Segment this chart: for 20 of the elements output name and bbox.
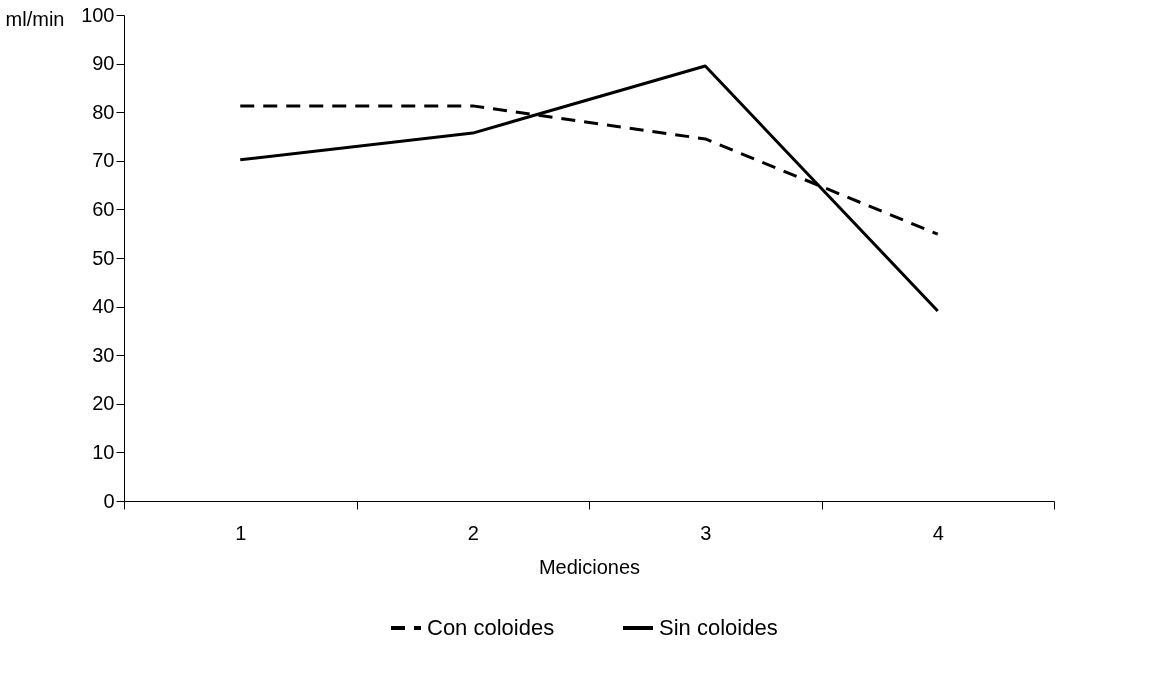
y-tick-label: 50 <box>92 246 115 269</box>
y-tick-label: 30 <box>92 343 115 366</box>
legend-label: Sin coloides <box>659 615 778 640</box>
y-tick-label: 40 <box>92 295 115 318</box>
x-tick-label: 3 <box>700 521 712 544</box>
x-axis-title: Mediciones <box>538 555 641 578</box>
line-series <box>238 64 940 313</box>
y-tick-label: 0 <box>103 489 115 512</box>
y-axis-title: ml/min <box>5 7 65 30</box>
y-tick-label: 20 <box>92 392 115 415</box>
y-tick-label: 80 <box>92 100 115 123</box>
y-tick-label: 60 <box>92 197 115 220</box>
x-tick-label: 1 <box>235 521 247 544</box>
y-tick-label: 100 <box>81 3 115 26</box>
y-tick-label: 90 <box>92 52 115 75</box>
y-tick-label: 70 <box>92 149 115 172</box>
x-tick-label: 2 <box>467 521 479 544</box>
x-tick-label: 4 <box>932 521 944 544</box>
legend-label: Con coloides <box>427 615 555 640</box>
y-tick-label: 10 <box>92 440 115 463</box>
